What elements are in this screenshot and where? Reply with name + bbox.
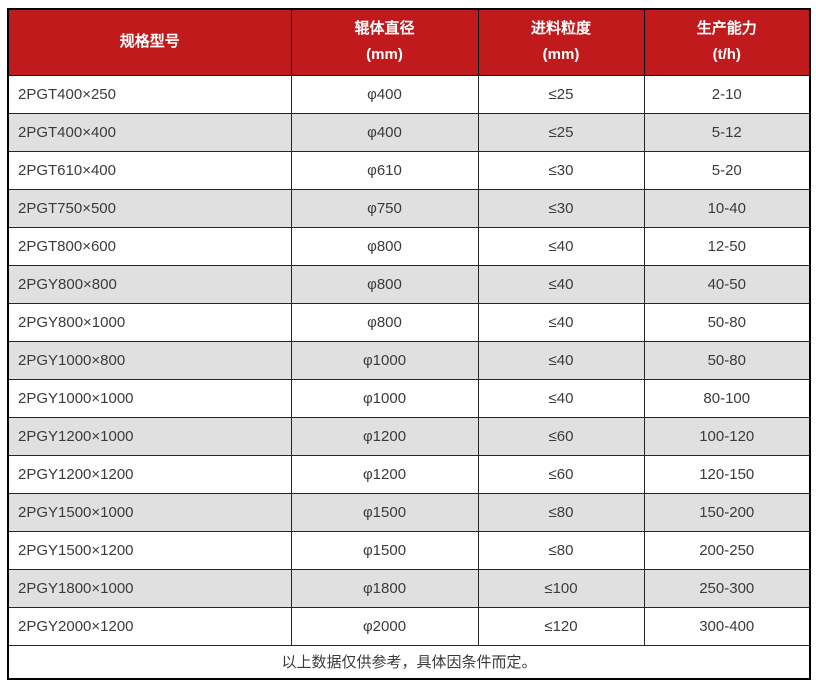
spec-model-cell: 2PGY1800×1000 [7,568,292,608]
capacity-cell: 5-20 [643,150,811,190]
footnote-row: 以上数据仅供参考，具体因条件而定。 [7,644,811,680]
roller-diameter-cell: φ1200 [290,416,479,456]
feed-size-cell: ≤30 [477,150,645,190]
table-row: 2PGY1800×1000 φ1800 ≤100 250-300 [7,568,811,608]
table-row: 2PGT610×400 φ610 ≤30 5-20 [7,150,811,190]
roller-diameter-cell: φ800 [290,264,479,304]
roller-diameter-cell: φ800 [290,226,479,266]
spec-model-cell: 2PGT400×250 [7,74,292,114]
roller-diameter-cell: φ610 [290,150,479,190]
spec-model-cell: 2PGY800×800 [7,264,292,304]
table-row: 2PGT800×600 φ800 ≤40 12-50 [7,226,811,266]
col-header-roller-diameter-unit: (mm) [366,46,403,64]
feed-size-cell: ≤100 [477,568,645,608]
table-footer: 以上数据仅供参考，具体因条件而定。 [7,644,811,680]
spec-model-cell: 2PGT400×400 [7,112,292,152]
capacity-cell: 80-100 [643,378,811,418]
feed-size-cell: ≤40 [477,226,645,266]
capacity-cell: 100-120 [643,416,811,456]
roller-diameter-cell: φ1500 [290,492,479,532]
col-header-model: 规格型号 [7,8,292,76]
spec-model-cell: 2PGY1200×1200 [7,454,292,494]
feed-size-cell: ≤120 [477,606,645,646]
col-header-capacity-unit: (t/h) [712,46,741,64]
table-row: 2PGY1000×800 φ1000 ≤40 50-80 [7,340,811,380]
table-row: 2PGY800×1000 φ800 ≤40 50-80 [7,302,811,342]
table-header: 规格型号 辊体直径 (mm) 进料粒度 (mm) 生产能力 (t/h) [7,8,811,76]
table-row: 2PGY800×800 φ800 ≤40 40-50 [7,264,811,304]
table-row: 2PGY1000×1000 φ1000 ≤40 80-100 [7,378,811,418]
capacity-cell: 2-10 [643,74,811,114]
capacity-cell: 50-80 [643,340,811,380]
feed-size-cell: ≤60 [477,454,645,494]
roller-diameter-cell: φ1000 [290,378,479,418]
feed-size-cell: ≤40 [477,378,645,418]
col-header-feed-size-label: 进料粒度 [530,20,591,38]
roller-diameter-cell: φ1000 [290,340,479,380]
table-body: 2PGT400×250 φ400 ≤25 2-10 2PGT400×400 φ400 ≤25… [7,74,811,646]
col-header-feed-size: 进料粒度 (mm) [477,8,645,76]
feed-size-cell: ≤25 [477,74,645,114]
col-header-capacity-label: 生产能力 [696,20,757,38]
spec-table: 规格型号 辊体直径 (mm) 进料粒度 (mm) 生产能力 (t/h) 2PGT… [7,8,811,680]
capacity-cell: 120-150 [643,454,811,494]
col-header-capacity: 生产能力 (t/h) [643,8,811,76]
feed-size-cell: ≤80 [477,492,645,532]
table-row: 2PGY1500×1000 φ1500 ≤80 150-200 [7,492,811,532]
col-header-feed-size-unit: (mm) [542,46,580,64]
capacity-cell: 250-300 [643,568,811,608]
roller-diameter-cell: φ2000 [290,606,479,646]
roller-diameter-cell: φ400 [290,112,479,152]
feed-size-cell: ≤40 [477,264,645,304]
roller-diameter-cell: φ1500 [290,530,479,570]
col-header-roller-diameter: 辊体直径 (mm) [290,8,479,76]
spec-model-cell: 2PGT610×400 [7,150,292,190]
col-header-roller-diameter-label: 辊体直径 [354,20,415,38]
table-row: 2PGT400×250 φ400 ≤25 2-10 [7,74,811,114]
spec-model-cell: 2PGY1200×1000 [7,416,292,456]
roller-diameter-cell: φ1800 [290,568,479,608]
capacity-cell: 12-50 [643,226,811,266]
capacity-cell: 50-80 [643,302,811,342]
capacity-cell: 5-12 [643,112,811,152]
spec-model-cell: 2PGT750×500 [7,188,292,228]
spec-model-cell: 2PGY1500×1200 [7,530,292,570]
capacity-cell: 10-40 [643,188,811,228]
spec-model-cell: 2PGY1000×1000 [7,378,292,418]
capacity-cell: 150-200 [643,492,811,532]
table-row: 2PGY1200×1200 φ1200 ≤60 120-150 [7,454,811,494]
roller-diameter-cell: φ1200 [290,454,479,494]
spec-model-cell: 2PGY1500×1000 [7,492,292,532]
col-header-model-label: 规格型号 [119,33,180,51]
capacity-cell: 40-50 [643,264,811,304]
capacity-cell: 300-400 [643,606,811,646]
feed-size-cell: ≤40 [477,340,645,380]
roller-diameter-cell: φ800 [290,302,479,342]
capacity-cell: 200-250 [643,530,811,570]
table-row: 2PGT400×400 φ400 ≤25 5-12 [7,112,811,152]
feed-size-cell: ≤80 [477,530,645,570]
feed-size-cell: ≤30 [477,188,645,228]
table-row: 2PGT750×500 φ750 ≤30 10-40 [7,188,811,228]
spec-model-cell: 2PGY800×1000 [7,302,292,342]
table-row: 2PGY1200×1000 φ1200 ≤60 100-120 [7,416,811,456]
table-row: 2PGY1500×1200 φ1500 ≤80 200-250 [7,530,811,570]
feed-size-cell: ≤40 [477,302,645,342]
spec-model-cell: 2PGT800×600 [7,226,292,266]
footnote-text: 以上数据仅供参考，具体因条件而定。 [7,644,811,680]
spec-model-cell: 2PGY2000×1200 [7,606,292,646]
table-row: 2PGY2000×1200 φ2000 ≤120 300-400 [7,606,811,646]
spec-model-cell: 2PGY1000×800 [7,340,292,380]
roller-diameter-cell: φ750 [290,188,479,228]
roller-diameter-cell: φ400 [290,74,479,114]
feed-size-cell: ≤60 [477,416,645,456]
feed-size-cell: ≤25 [477,112,645,152]
header-row: 规格型号 辊体直径 (mm) 进料粒度 (mm) 生产能力 (t/h) [7,8,811,76]
